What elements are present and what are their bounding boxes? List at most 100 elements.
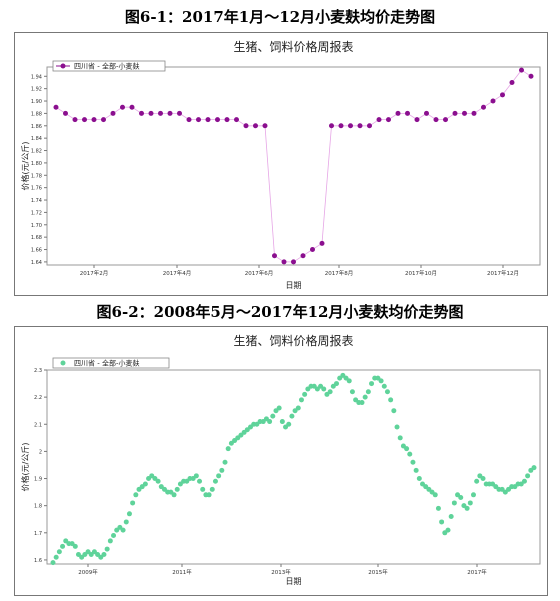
x-tick-label: 2009年 xyxy=(78,568,98,576)
data-point xyxy=(262,123,268,129)
data-point xyxy=(310,247,315,253)
y-tick-label: 1.76 xyxy=(31,186,42,192)
data-point xyxy=(367,123,372,129)
data-point xyxy=(362,394,368,400)
data-point xyxy=(525,473,531,479)
data-point xyxy=(50,560,56,566)
data-point xyxy=(346,378,352,384)
legend-marker xyxy=(60,63,66,69)
data-point xyxy=(63,110,68,116)
data-point xyxy=(467,500,473,506)
x-tick-label: 2017年 xyxy=(467,568,487,576)
data-point xyxy=(123,519,129,525)
data-point xyxy=(291,259,296,265)
data-point xyxy=(531,465,537,471)
y-tick-label: 1.74 xyxy=(31,198,42,204)
data-point xyxy=(381,383,387,389)
data-point xyxy=(111,533,117,539)
data-point xyxy=(196,117,201,123)
data-point xyxy=(365,389,371,395)
data-point xyxy=(458,495,464,501)
data-point xyxy=(470,492,476,498)
data-point xyxy=(474,478,480,484)
data-point xyxy=(404,446,410,452)
legend-marker xyxy=(60,360,66,366)
data-point xyxy=(177,110,182,116)
x-tick-label: 2017年8月 xyxy=(325,269,354,277)
data-point xyxy=(171,492,177,498)
data-point xyxy=(451,500,457,506)
data-point xyxy=(521,478,527,484)
data-point xyxy=(270,413,276,419)
x-tick-label: 2017年6月 xyxy=(245,269,274,277)
y-tick-label: 1.88 xyxy=(31,111,42,117)
y-tick-label: 2.2 xyxy=(34,395,42,401)
data-point xyxy=(462,110,467,116)
x-tick-label: 2017年2月 xyxy=(80,269,109,277)
y-tick-label: 2.1 xyxy=(34,422,42,428)
data-point xyxy=(216,473,222,479)
y-tick-label: 1.94 xyxy=(31,74,42,80)
y-tick-label: 1.6 xyxy=(34,558,42,564)
data-point xyxy=(53,554,59,560)
data-point xyxy=(53,104,59,110)
y-axis-label: 价格(元/公斤) xyxy=(20,142,30,191)
data-point xyxy=(388,397,394,403)
data-point xyxy=(72,117,78,123)
data-point xyxy=(142,481,148,487)
data-point xyxy=(281,259,287,265)
data-point xyxy=(120,527,126,533)
y-tick-label: 1.82 xyxy=(31,149,42,155)
data-point xyxy=(155,478,161,484)
legend-label: 四川省 - 全部-小麦麸 xyxy=(74,62,140,71)
data-point xyxy=(120,104,125,110)
data-point xyxy=(253,123,258,129)
data-point xyxy=(395,110,401,116)
data-point xyxy=(186,117,192,123)
data-point xyxy=(397,435,403,441)
data-point xyxy=(481,104,486,110)
data-point xyxy=(432,492,438,498)
data-point xyxy=(126,511,132,517)
data-point xyxy=(91,117,97,123)
data-point xyxy=(319,240,325,246)
data-point xyxy=(243,123,249,129)
y-tick-label: 1.64 xyxy=(31,260,42,266)
data-point xyxy=(338,123,344,129)
y-tick-label: 1.7 xyxy=(34,531,42,537)
y-tick-label: 1.92 xyxy=(31,87,42,93)
data-point xyxy=(348,123,353,129)
data-point xyxy=(490,98,496,104)
data-point xyxy=(101,552,107,558)
data-point xyxy=(212,478,218,484)
y-tick-label: 1.70 xyxy=(31,223,42,229)
data-point xyxy=(391,408,397,414)
data-point xyxy=(206,492,212,498)
data-point xyxy=(528,73,534,79)
series-line xyxy=(55,69,532,263)
data-point xyxy=(167,110,173,116)
data-point xyxy=(139,110,144,116)
data-point xyxy=(300,253,306,259)
y-tick-label: 2.3 xyxy=(34,368,42,374)
y-tick-label: 1.72 xyxy=(31,210,42,216)
data-point xyxy=(174,486,180,492)
data-point xyxy=(384,389,390,395)
data-point xyxy=(439,519,445,525)
data-point xyxy=(416,476,422,482)
data-point xyxy=(215,117,220,123)
data-point xyxy=(448,514,454,520)
data-point xyxy=(267,419,273,425)
y-tick-label: 1.84 xyxy=(31,136,42,142)
data-point xyxy=(200,486,206,492)
data-point xyxy=(104,546,110,552)
data-point xyxy=(101,117,106,123)
data-point xyxy=(414,117,420,123)
plot-area xyxy=(46,66,541,266)
data-point xyxy=(376,117,382,123)
data-point xyxy=(222,459,228,465)
data-point xyxy=(148,110,154,116)
x-tick-label: 2017年4月 xyxy=(163,269,192,277)
y-axis-label: 价格(元/公斤) xyxy=(20,443,30,492)
data-point xyxy=(480,476,486,482)
